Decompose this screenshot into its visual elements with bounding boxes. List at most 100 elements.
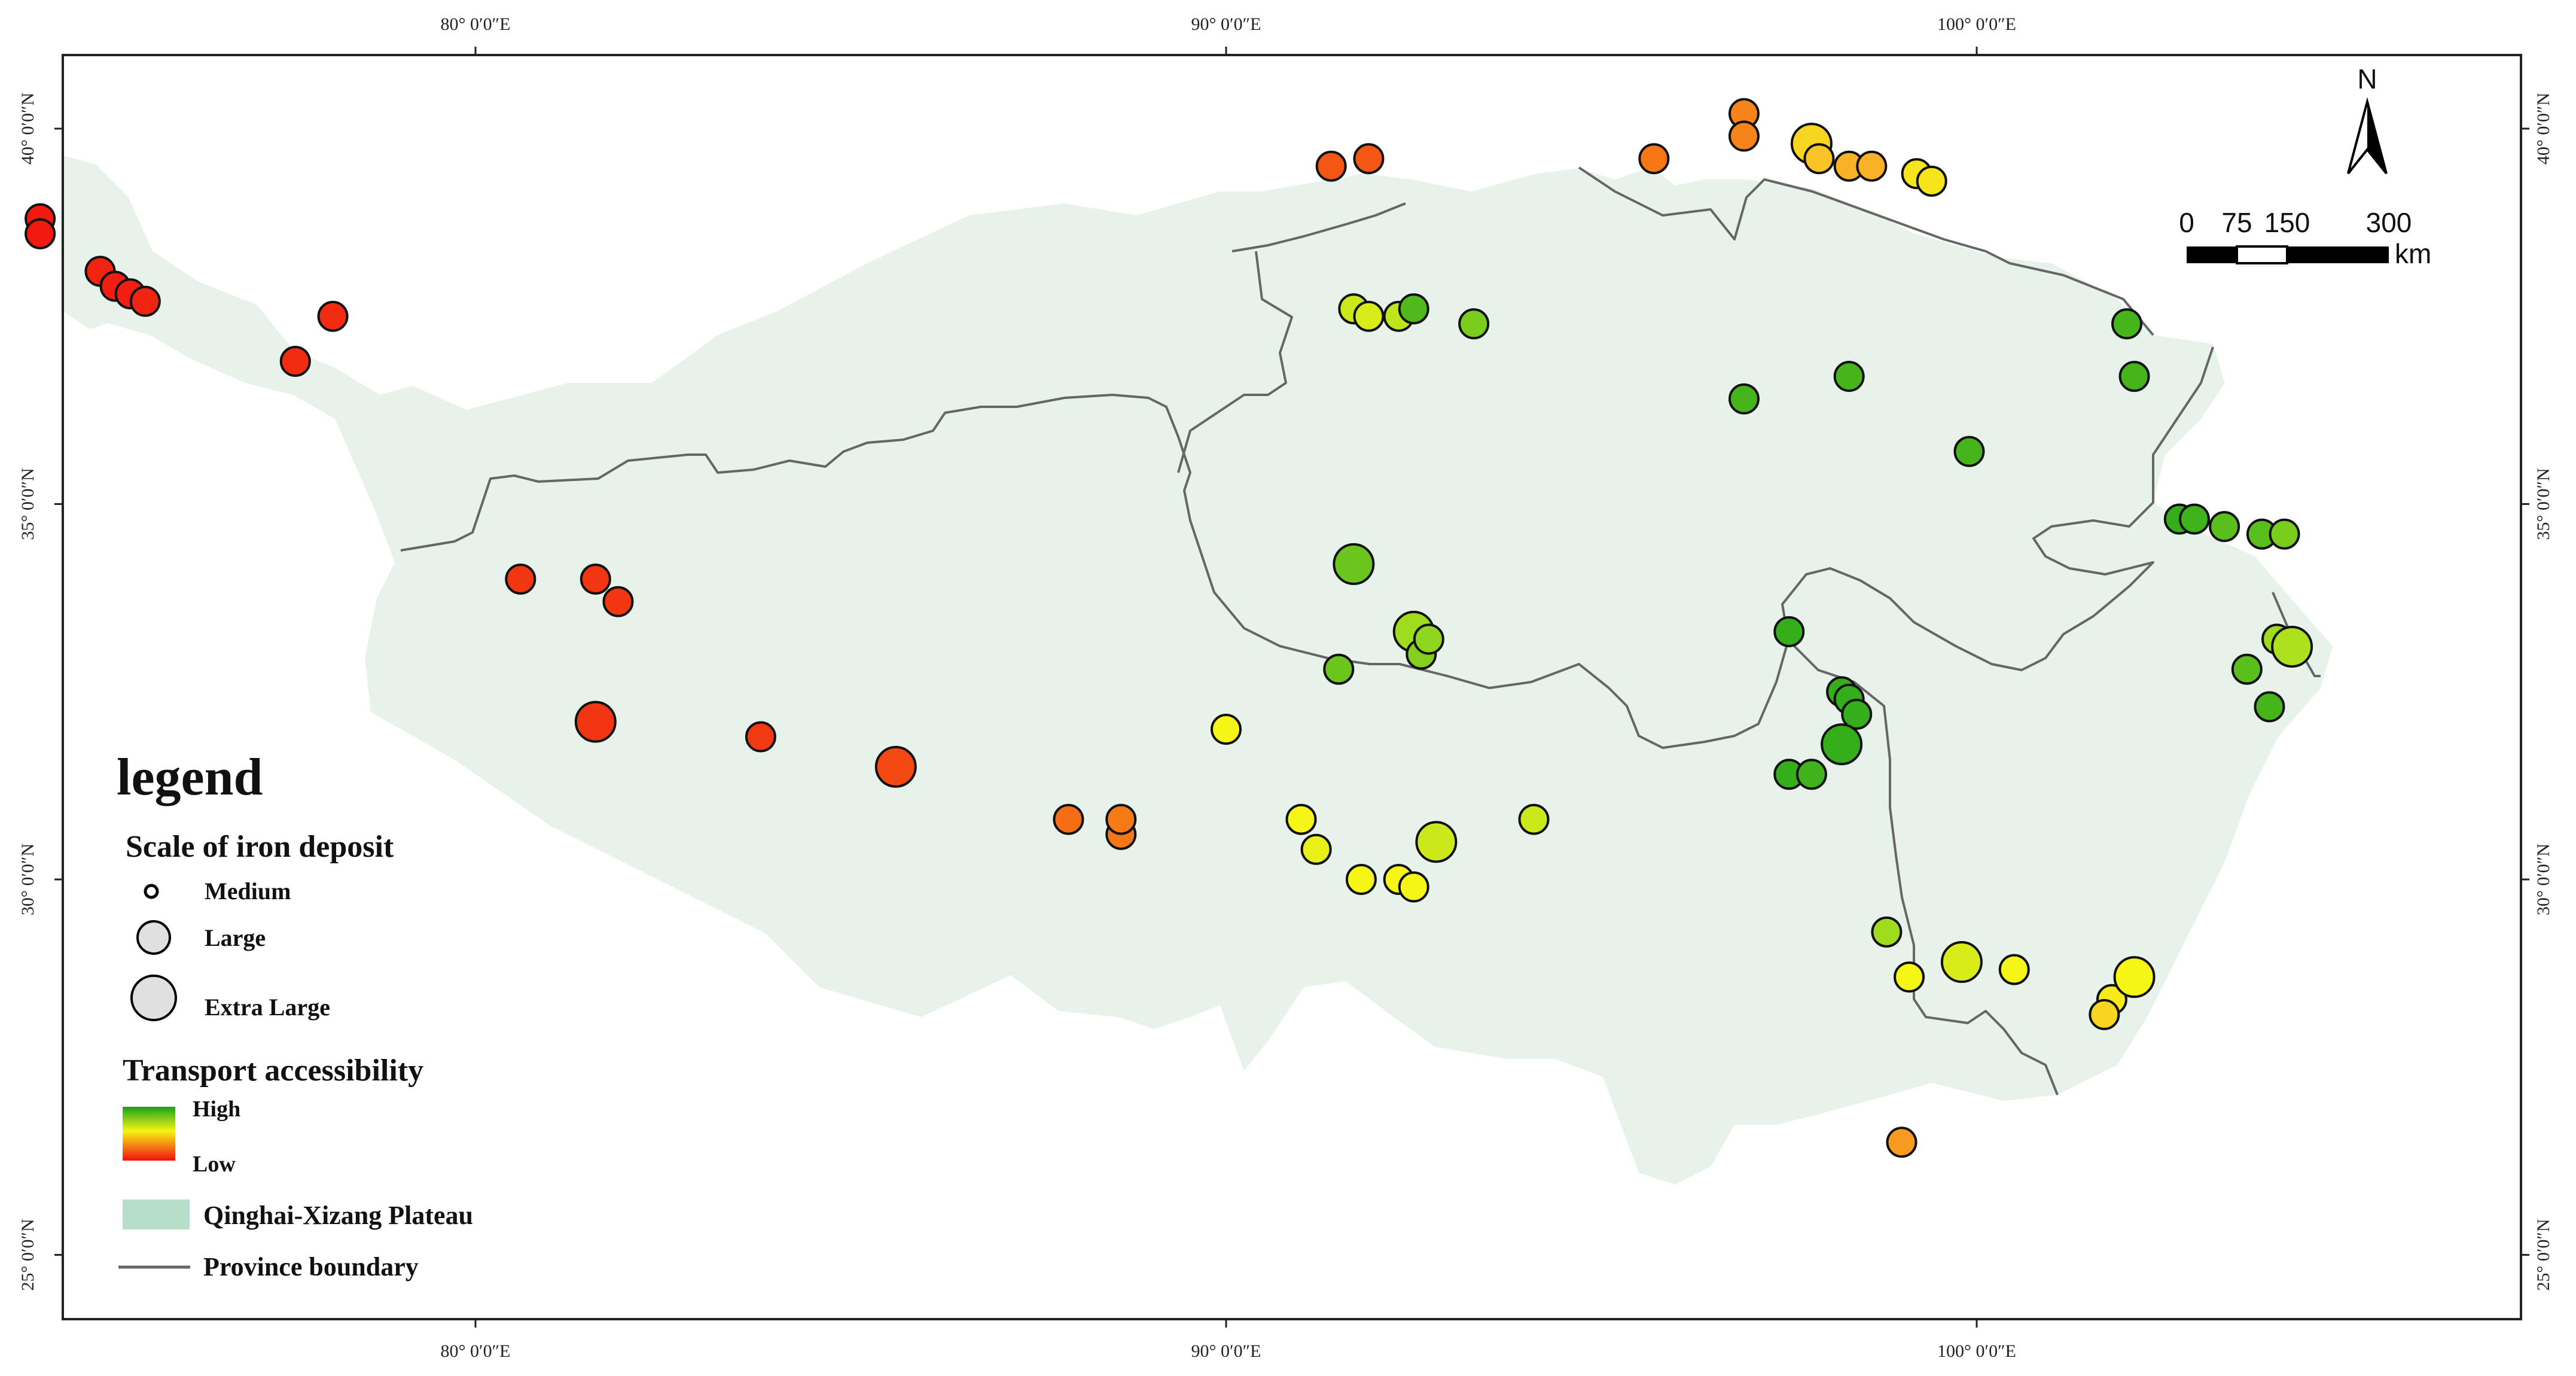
plateau-area xyxy=(60,156,2333,1185)
deposit-point xyxy=(1638,143,1670,175)
deposit-point xyxy=(745,721,776,753)
deposit-point xyxy=(1053,803,1084,835)
deposit-point xyxy=(580,564,611,595)
deposit-point xyxy=(1211,714,1242,745)
right-lat-label: 40° 0′0″N xyxy=(2534,93,2553,165)
legend-large-symbol xyxy=(136,920,171,955)
deposit-point xyxy=(1413,623,1444,655)
legend-medium-symbol xyxy=(144,884,159,899)
legend-transport-title: Transport accessibility xyxy=(123,1054,423,1088)
deposit-point xyxy=(2231,653,2263,685)
deposit-point xyxy=(1953,436,1985,467)
deposit-point xyxy=(1886,1127,1917,1158)
deposit-point xyxy=(1353,300,1385,332)
deposit-point xyxy=(602,586,634,617)
legend-extra-large-symbol xyxy=(130,975,177,1021)
deposit-point xyxy=(1998,954,2030,985)
deposit-point xyxy=(2209,511,2240,543)
bottom-lon-label: 90° 0′0″E xyxy=(1191,1341,1261,1361)
scale-segment xyxy=(2187,246,2237,263)
province-boundary xyxy=(1231,202,1406,252)
legend-medium-label: Medium xyxy=(205,878,291,905)
deposit-point xyxy=(2269,518,2300,550)
legend-scale-title: Scale of iron deposit xyxy=(126,830,394,864)
top-lon-label: 100° 0′0″E xyxy=(1937,14,2016,34)
legend-transport-low: Low xyxy=(193,1152,236,1177)
legend-title: legend xyxy=(117,748,263,806)
north-arrow: N xyxy=(2347,63,2388,175)
legend-transport-high: High xyxy=(193,1097,240,1122)
deposit-point xyxy=(2271,625,2313,668)
deposit-point xyxy=(1728,383,1760,415)
scale-tick-75: 75 xyxy=(2221,207,2252,238)
deposit-point xyxy=(1345,864,1377,895)
map-frame xyxy=(62,54,2522,1320)
right-lat-label: 30° 0′0″N xyxy=(2534,844,2553,915)
legend-plateau-swatch xyxy=(123,1200,190,1229)
right-lat-label: 25° 0′0″N xyxy=(2534,1219,2553,1290)
deposit-point xyxy=(25,218,56,249)
scale-segment xyxy=(2287,246,2389,263)
deposit-point xyxy=(279,346,311,378)
deposit-layer xyxy=(25,98,2313,1158)
deposit-point xyxy=(1894,961,1925,993)
province-boundary xyxy=(1177,251,1293,473)
deposit-point xyxy=(1398,871,1429,903)
deposit-point xyxy=(2118,361,2150,392)
deposit-point xyxy=(1105,803,1137,835)
deposit-point xyxy=(2254,691,2285,723)
deposit-point xyxy=(1353,143,1385,175)
scale-tick-150: 150 xyxy=(2264,207,2310,238)
deposit-point xyxy=(1773,616,1805,647)
deposit-point xyxy=(1821,723,1863,766)
deposit-point xyxy=(1916,165,1947,197)
left-lat-label: 35° 0′0″N xyxy=(18,468,38,540)
bottom-lon-label: 80° 0′0″E xyxy=(441,1341,511,1361)
legend-large-label: Large xyxy=(205,924,266,951)
deposit-point xyxy=(1398,293,1429,325)
scale-tick-300: 300 xyxy=(2366,207,2412,238)
legend-transport-ramp xyxy=(123,1107,175,1161)
deposit-point xyxy=(2113,956,2156,998)
deposit-point xyxy=(129,285,161,317)
province-boundary xyxy=(1787,639,2059,1095)
deposit-point xyxy=(1333,543,1375,585)
north-arrow-half-icon xyxy=(2367,102,2386,173)
legend-plateau-label: Qinghai-Xizang Plateau xyxy=(203,1201,473,1230)
scale-unit: km xyxy=(2395,238,2431,269)
deposit-point xyxy=(505,564,536,595)
deposit-point xyxy=(317,300,349,332)
deposit-point xyxy=(1315,150,1347,182)
deposit-point xyxy=(2089,998,2120,1030)
province-boundary xyxy=(400,346,2214,749)
deposit-point xyxy=(1285,803,1317,835)
province-boundary xyxy=(1578,166,2154,336)
deposit-point xyxy=(1323,653,1355,685)
scale-segment xyxy=(2236,245,2288,264)
north-label: N xyxy=(2357,63,2377,95)
graticule-ticks xyxy=(54,47,2529,1328)
deposit-point xyxy=(2111,308,2142,340)
deposit-point xyxy=(1833,361,1865,392)
graticule-labels: 80° 0′0″E 80° 0′0″E 90° 0′0″E 90° 0′0″E 100°… xyxy=(18,14,2553,1361)
deposit-point xyxy=(1518,803,1550,835)
legend-boundary-label: Province boundary xyxy=(203,1252,419,1281)
bottom-lon-label: 100° 0′0″E xyxy=(1937,1341,2016,1361)
deposit-point xyxy=(1795,759,1827,790)
legend-extra-large-label: Extra Large xyxy=(205,994,330,1021)
deposit-point xyxy=(574,701,617,743)
top-lon-label: 90° 0′0″E xyxy=(1191,14,1261,34)
scale-bar: 0 75 150 300 km xyxy=(2179,207,2431,269)
legend: legend Scale of iron deposit Medium Larg… xyxy=(117,748,473,1281)
deposit-point xyxy=(874,745,917,788)
deposit-point xyxy=(1841,698,1873,730)
scale-tick-0: 0 xyxy=(2179,207,2194,238)
left-lat-label: 30° 0′0″N xyxy=(18,844,38,915)
deposit-point xyxy=(1871,916,1903,948)
deposit-point xyxy=(1300,833,1332,865)
deposit-point xyxy=(1803,143,1835,175)
right-lat-label: 35° 0′0″N xyxy=(2534,468,2553,540)
deposit-point xyxy=(1940,941,1983,984)
deposit-point xyxy=(1415,821,1458,863)
